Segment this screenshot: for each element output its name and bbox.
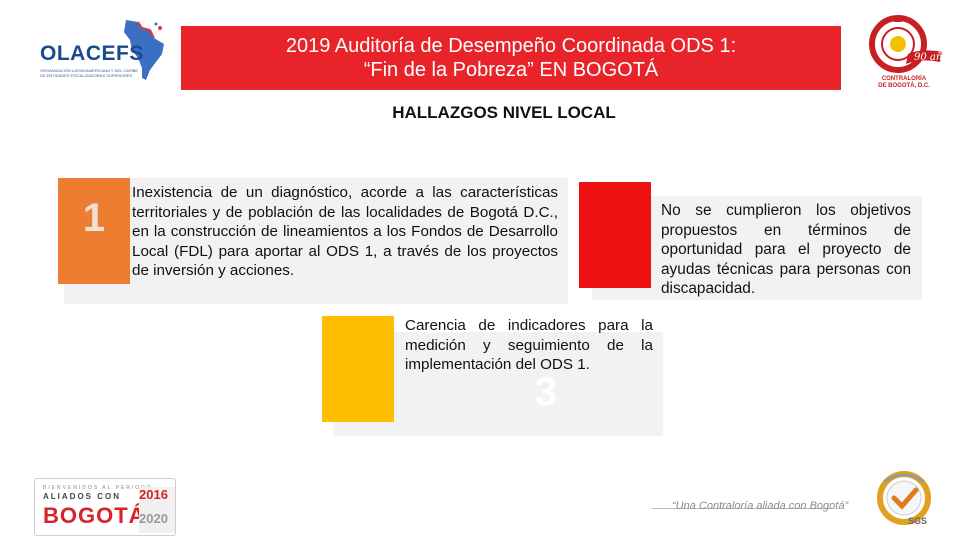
olacefs-logo: OLACEFS ORGANIZACIÓN LATINOAMERICANA Y D…: [30, 18, 170, 88]
finding-2-number: 2: [603, 202, 627, 246]
finding-3-text: Carencia de indicadores para la medición…: [405, 317, 653, 374]
years-box: [139, 487, 175, 533]
contraloria-caption-line-2: DE BOGOTÁ, D.C.: [878, 83, 930, 89]
aliados-small-text: BIENVENIDOS AL PERIODO: [43, 485, 153, 491]
finding-1-number: 1: [82, 196, 106, 240]
finding-2-number-block: [579, 182, 651, 288]
olacefs-wordmark: OLACEFS: [40, 42, 144, 65]
certification-check-icon: [877, 471, 931, 525]
anniversary-text: 90 años: [914, 52, 946, 63]
title-line-2: “Fin de la Pobreza” EN BOGOTÁ: [363, 59, 659, 81]
finding-3-number-block: [322, 316, 394, 422]
finding-1-panel: [64, 178, 568, 304]
finding-3-number: 3: [534, 370, 558, 414]
aliados-city: BOGOTÁ: [43, 503, 146, 528]
finding-2-text: No se cumplieron los objetivos propuesto…: [661, 202, 911, 298]
aliados-con-bogota-logo: BIENVENIDOS AL PERIODO ALIADOS CON BOGOT…: [34, 478, 176, 536]
year-end: 2020: [139, 511, 168, 526]
sgs-certification-badge: SGS: [874, 468, 938, 532]
page-subtitle: HALLAZGOS NIVEL LOCAL: [392, 103, 616, 122]
contraloria-logo: 90 años CONTRALORÍA DE BOGOTÁ, D.C.: [862, 12, 953, 94]
sgs-label: SGS: [908, 516, 928, 526]
contraloria-seal-icon: 90 años: [869, 15, 953, 73]
title-banner: 2019 Auditoría de Desempeño Coordinada O…: [181, 26, 841, 90]
latin-america-map-icon: [124, 20, 164, 80]
finding-1-text: Inexistencia de un diagnóstico, acorde a…: [132, 184, 558, 280]
finding-1-number-block: [58, 178, 130, 284]
footer-slogan: “Una Contraloría aliada con Bogotá”: [672, 500, 849, 512]
contraloria-caption: CONTRALORÍA DE BOGOTÁ, D.C.: [862, 76, 946, 90]
olacefs-tagline: ORGANIZACIÓN LATINOAMERICANA Y DEL CARIB…: [40, 68, 139, 78]
year-start: 2016: [139, 487, 168, 502]
footer-divider: [652, 508, 832, 509]
aliados-label: ALIADOS CON: [43, 492, 121, 501]
contraloria-caption-line-1: CONTRALORÍA: [881, 76, 927, 82]
title-line-1: 2019 Auditoría de Desempeño Coordinada O…: [285, 35, 737, 57]
